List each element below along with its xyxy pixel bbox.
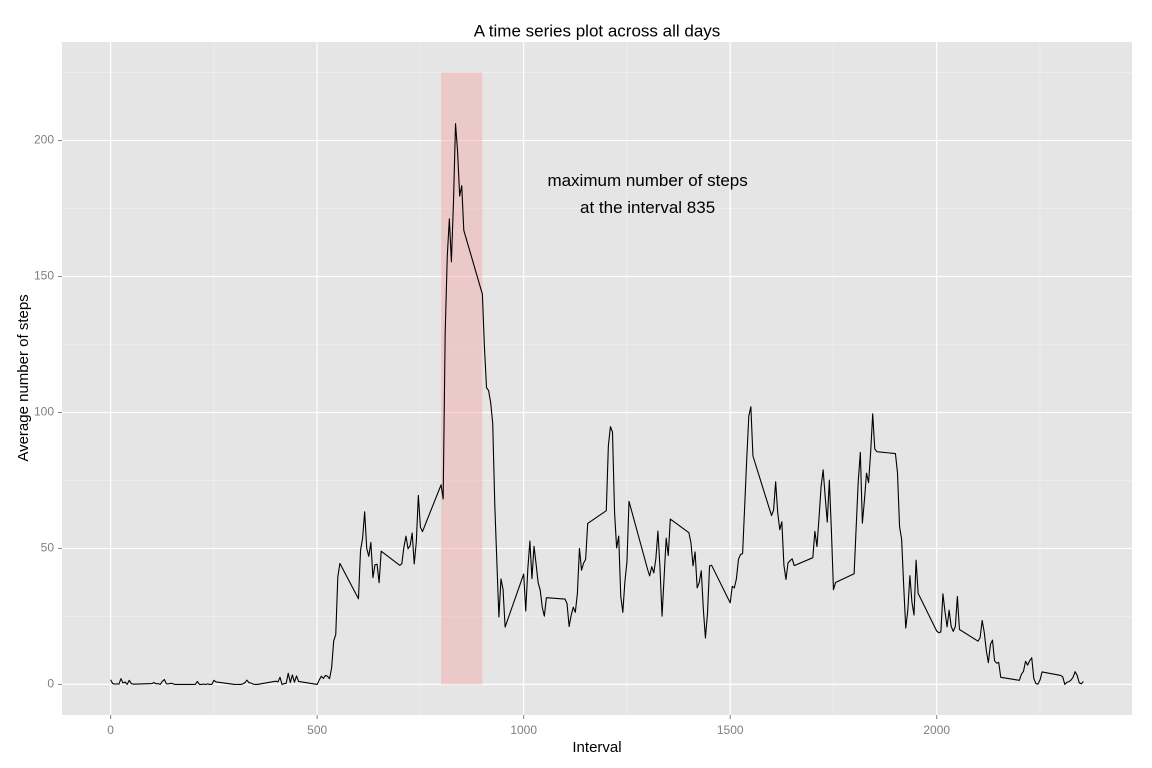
- x-tick-label: 500: [307, 723, 327, 737]
- annotation: maximum number of steps: [547, 171, 747, 190]
- chart-title: A time series plot across all days: [474, 21, 721, 40]
- x-tick-label: 2000: [923, 723, 950, 737]
- y-tick-label: 200: [34, 133, 54, 147]
- x-tick-label: 1500: [717, 723, 744, 737]
- x-tick-label: 0: [107, 723, 114, 737]
- marks: [110, 72, 1084, 685]
- y-tick-label: 150: [34, 269, 54, 283]
- highlight-band: [441, 72, 483, 685]
- y-tick-label: 0: [47, 677, 54, 691]
- y-axis-label: Average number of steps: [15, 294, 32, 461]
- x-tick-label: 1000: [510, 723, 537, 737]
- y-tick-label: 100: [34, 405, 54, 419]
- plot-panel: [62, 42, 1132, 715]
- x-axis-label: Interval: [572, 739, 621, 756]
- data-line: [110, 123, 1084, 685]
- y-tick-label: 50: [41, 541, 55, 555]
- annotation: at the interval 835: [580, 198, 715, 217]
